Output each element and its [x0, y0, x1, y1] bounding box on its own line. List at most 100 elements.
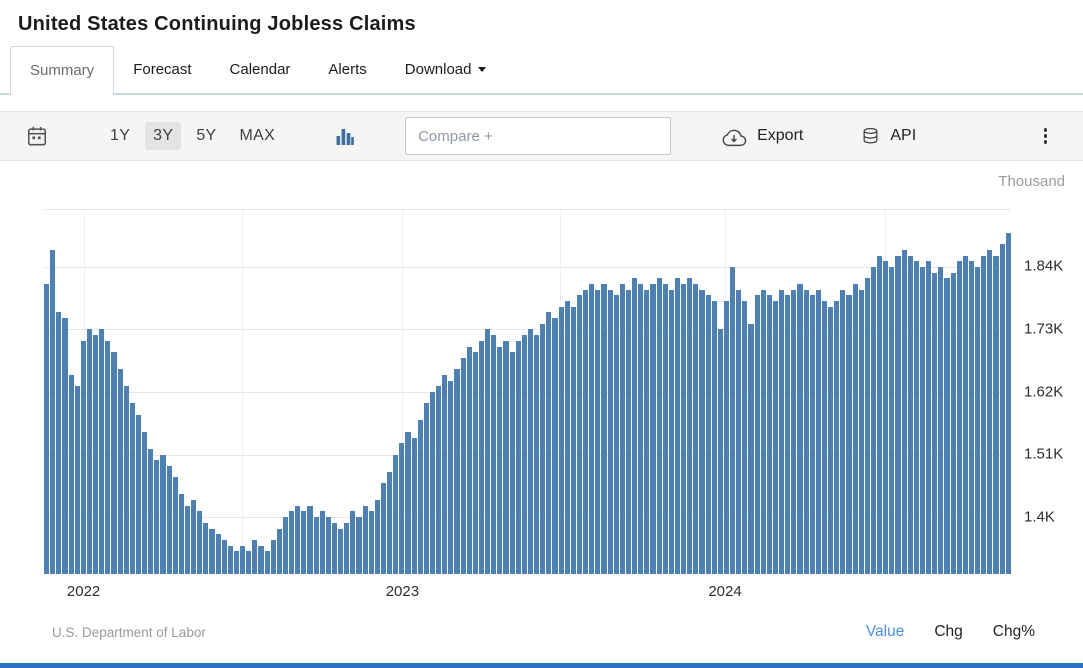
- bar[interactable]: [429, 392, 435, 574]
- bar[interactable]: [540, 323, 546, 574]
- bar[interactable]: [221, 539, 227, 574]
- bar[interactable]: [111, 352, 117, 574]
- bar[interactable]: [534, 335, 540, 574]
- mode-value[interactable]: Value: [865, 623, 905, 640]
- bar[interactable]: [681, 283, 687, 574]
- bar[interactable]: [674, 278, 680, 574]
- bar[interactable]: [717, 329, 723, 574]
- mode-chg[interactable]: Chg: [934, 623, 963, 640]
- bar[interactable]: [644, 289, 650, 574]
- bar[interactable]: [344, 522, 350, 574]
- bar[interactable]: [895, 255, 901, 574]
- bar[interactable]: [368, 511, 374, 574]
- bar[interactable]: [926, 261, 932, 574]
- bar[interactable]: [184, 505, 190, 574]
- bar[interactable]: [877, 255, 883, 574]
- bar[interactable]: [393, 454, 399, 574]
- bar[interactable]: [932, 272, 938, 574]
- bar[interactable]: [282, 517, 288, 574]
- bar[interactable]: [711, 301, 717, 574]
- bar[interactable]: [86, 329, 92, 574]
- bar[interactable]: [803, 289, 809, 574]
- bar[interactable]: [760, 289, 766, 574]
- bar[interactable]: [472, 352, 478, 574]
- bar[interactable]: [981, 255, 987, 574]
- bar[interactable]: [619, 283, 625, 574]
- bar[interactable]: [742, 301, 748, 574]
- bar[interactable]: [613, 295, 619, 574]
- bar[interactable]: [325, 517, 331, 574]
- bar[interactable]: [919, 266, 925, 574]
- bar[interactable]: [766, 295, 772, 574]
- bar[interactable]: [203, 522, 209, 574]
- bar[interactable]: [289, 511, 295, 574]
- bar[interactable]: [99, 329, 105, 574]
- bar[interactable]: [815, 289, 821, 574]
- bar[interactable]: [944, 278, 950, 574]
- bar[interactable]: [968, 261, 974, 574]
- bar[interactable]: [864, 278, 870, 574]
- bar[interactable]: [117, 369, 123, 574]
- bar[interactable]: [129, 403, 135, 574]
- bar[interactable]: [564, 301, 570, 574]
- bar[interactable]: [607, 289, 613, 574]
- bar[interactable]: [705, 295, 711, 574]
- bar[interactable]: [699, 289, 705, 574]
- bar[interactable]: [589, 283, 595, 574]
- bar[interactable]: [950, 272, 956, 574]
- bar[interactable]: [852, 283, 858, 574]
- range-button-1y[interactable]: 1Y: [110, 127, 131, 144]
- bar[interactable]: [485, 329, 491, 574]
- bar[interactable]: [601, 283, 607, 574]
- bar[interactable]: [276, 528, 282, 574]
- export-button[interactable]: Export: [721, 126, 803, 147]
- bar[interactable]: [350, 511, 356, 574]
- bar[interactable]: [105, 340, 111, 574]
- bar[interactable]: [870, 266, 876, 574]
- tab-alerts[interactable]: Alerts: [328, 61, 367, 78]
- bar[interactable]: [252, 539, 258, 574]
- bar[interactable]: [123, 386, 129, 574]
- plot-area[interactable]: [44, 209, 1011, 574]
- bar[interactable]: [736, 289, 742, 574]
- bar[interactable]: [417, 420, 423, 574]
- bar[interactable]: [270, 539, 276, 574]
- bar[interactable]: [662, 283, 668, 574]
- bar[interactable]: [160, 454, 166, 574]
- bar[interactable]: [858, 289, 864, 574]
- bar[interactable]: [442, 374, 448, 574]
- bar[interactable]: [656, 278, 662, 574]
- calendar-icon[interactable]: [26, 125, 48, 147]
- compare-input[interactable]: [405, 117, 672, 155]
- bar[interactable]: [374, 500, 380, 574]
- bar[interactable]: [625, 289, 631, 574]
- bar[interactable]: [356, 517, 362, 574]
- bar[interactable]: [62, 318, 68, 574]
- bar[interactable]: [387, 471, 393, 574]
- bar[interactable]: [411, 437, 417, 574]
- bar[interactable]: [668, 289, 674, 574]
- bar[interactable]: [809, 295, 815, 574]
- bar[interactable]: [999, 244, 1005, 574]
- bar[interactable]: [380, 483, 386, 574]
- tab-forecast[interactable]: Forecast: [133, 61, 192, 78]
- bar[interactable]: [772, 301, 778, 574]
- bar[interactable]: [497, 346, 503, 574]
- bar[interactable]: [301, 511, 307, 574]
- bar[interactable]: [258, 545, 264, 574]
- bar[interactable]: [791, 289, 797, 574]
- bar[interactable]: [730, 266, 736, 574]
- range-button-5y[interactable]: 5Y: [196, 127, 217, 144]
- bar[interactable]: [166, 465, 172, 574]
- bar[interactable]: [632, 278, 638, 574]
- bar[interactable]: [503, 340, 509, 574]
- bar[interactable]: [1005, 232, 1011, 574]
- bar[interactable]: [527, 329, 533, 574]
- bar[interactable]: [546, 312, 552, 574]
- bar[interactable]: [338, 528, 344, 574]
- bar[interactable]: [779, 289, 785, 574]
- bar[interactable]: [80, 340, 86, 574]
- bar[interactable]: [197, 511, 203, 574]
- bar[interactable]: [264, 551, 270, 574]
- bar[interactable]: [834, 301, 840, 574]
